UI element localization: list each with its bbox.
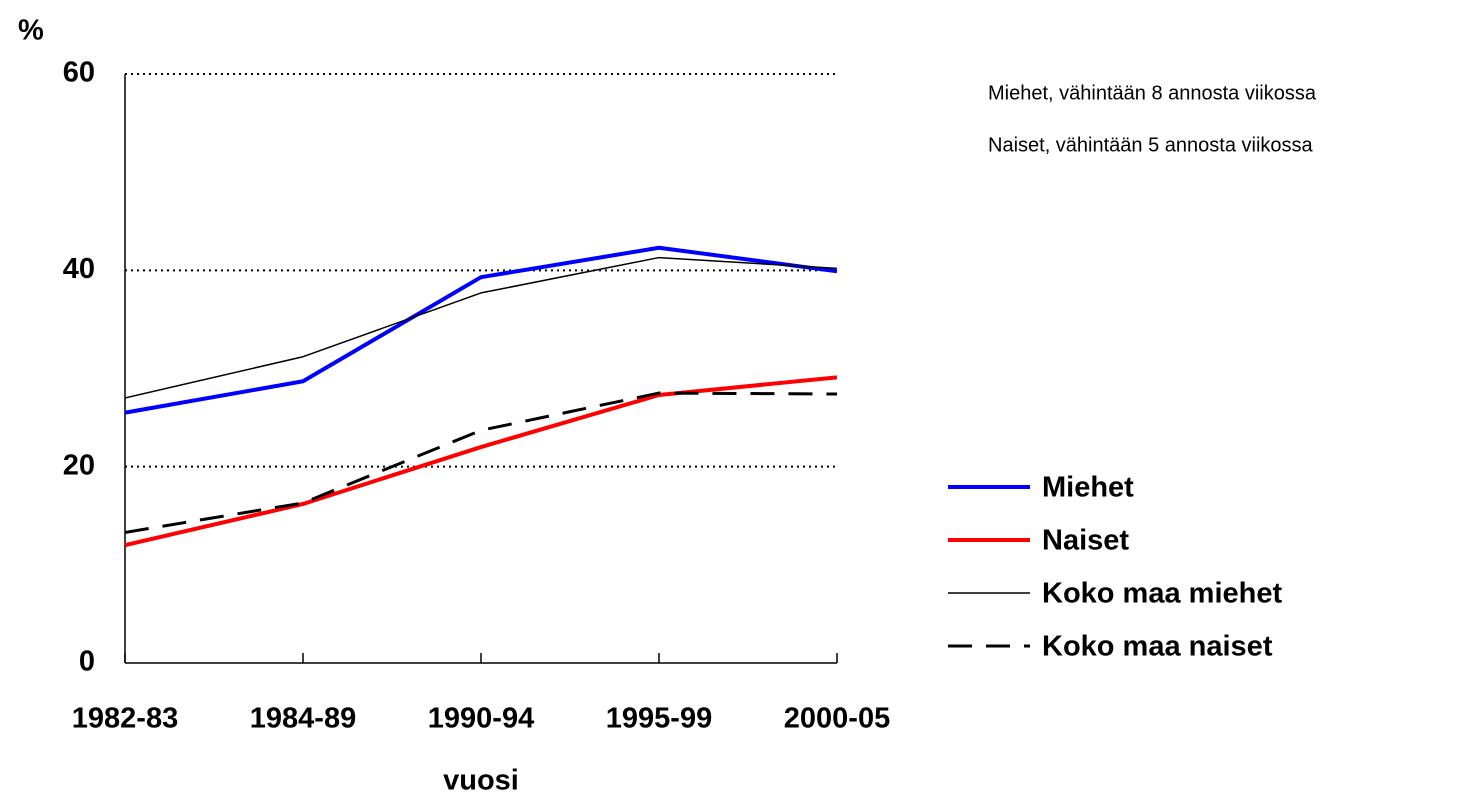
x-tick-label: 2000-05	[784, 703, 890, 735]
annotation: Naiset, vähintään 5 annosta viikossa	[988, 134, 1314, 156]
legend-label: Koko maa miehet	[1042, 578, 1282, 610]
y-tick-label: 20	[63, 449, 95, 481]
legend-label: Naiset	[1042, 525, 1129, 557]
y-tick-label: 0	[79, 646, 95, 678]
x-tick-label: 1990-94	[428, 703, 534, 735]
x-tick-label: 1995-99	[606, 703, 712, 735]
line-series	[124, 375, 838, 548]
x-axis-label: vuosi	[443, 765, 519, 797]
x-tick-label: 1982-83	[72, 703, 178, 735]
legend-label: Koko maa naiset	[1042, 631, 1273, 663]
y-tick-label: 40	[63, 253, 95, 285]
legend-label: Miehet	[1042, 472, 1134, 504]
line-series	[124, 245, 838, 415]
annotation: Miehet, vähintään 8 annosta viikossa	[988, 82, 1317, 104]
y-tick-label: 60	[63, 57, 95, 89]
x-tick-label: 1984-89	[250, 703, 356, 735]
line-series	[124, 391, 838, 534]
line-series	[124, 256, 838, 399]
y-axis-label: %	[18, 15, 44, 47]
